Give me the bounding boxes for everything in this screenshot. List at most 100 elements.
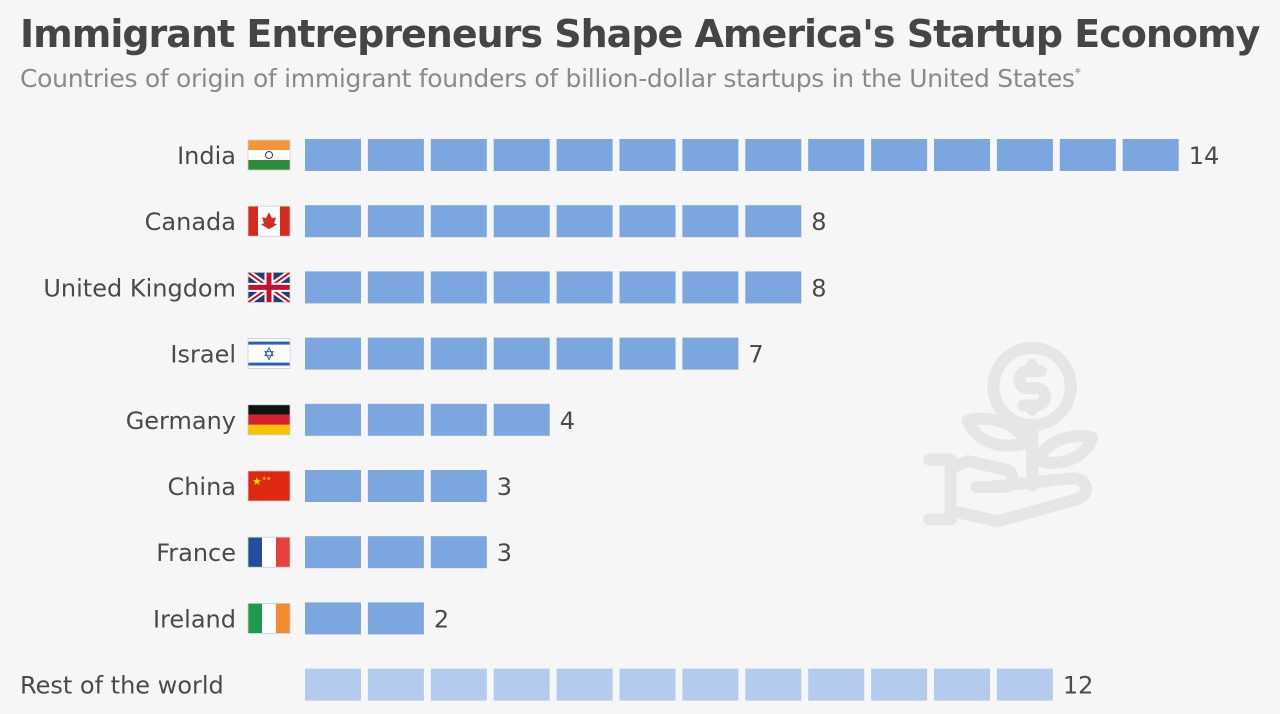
bar-block bbox=[493, 205, 550, 238]
bar-block bbox=[556, 139, 613, 171]
bar-block bbox=[996, 668, 1053, 701]
bar-block bbox=[305, 337, 361, 370]
category-label: Israel bbox=[170, 341, 236, 369]
bar-block bbox=[808, 668, 865, 701]
bar-block bbox=[430, 668, 487, 701]
bar-block bbox=[808, 139, 865, 171]
bar-block bbox=[619, 337, 676, 370]
category-label: Canada bbox=[145, 208, 236, 236]
bar-block bbox=[430, 271, 487, 304]
value-label: 4 bbox=[560, 407, 575, 435]
bar-block bbox=[682, 337, 739, 370]
value-label: 7 bbox=[748, 341, 763, 369]
bar-block bbox=[556, 205, 613, 238]
bar-block bbox=[305, 403, 361, 436]
bar-block bbox=[367, 536, 424, 569]
value-label: 2 bbox=[434, 605, 449, 633]
value-label: 14 bbox=[1189, 142, 1220, 170]
money-plant-hand-icon bbox=[923, 341, 1099, 528]
bar-block bbox=[430, 536, 487, 569]
footnote-mark: * bbox=[1074, 66, 1082, 82]
category-label: Rest of the world bbox=[20, 672, 224, 700]
chart-subtitle: Countries of origin of immigrant founder… bbox=[20, 64, 1081, 93]
bar-row-ireland: Ireland 2 bbox=[153, 602, 449, 635]
value-label: 3 bbox=[497, 473, 512, 501]
bar-block bbox=[367, 139, 424, 171]
france-flag-icon bbox=[247, 536, 291, 568]
bar-block bbox=[430, 470, 487, 502]
bar-row-canada: Canada 8 bbox=[145, 205, 827, 238]
chart-title: Immigrant Entrepreneurs Shape America's … bbox=[20, 12, 1260, 56]
value-label: 3 bbox=[497, 539, 512, 567]
israel-flag-icon bbox=[247, 338, 291, 370]
value-label: 8 bbox=[811, 208, 826, 236]
canada-flag-icon bbox=[247, 205, 291, 237]
value-label: 12 bbox=[1063, 672, 1094, 700]
category-label: Germany bbox=[126, 407, 236, 435]
bar-block bbox=[682, 139, 739, 171]
bar-block bbox=[367, 668, 424, 701]
united-kingdom-flag-icon bbox=[246, 269, 292, 305]
bar-row-france: France 3 bbox=[156, 536, 512, 569]
bar-block bbox=[367, 602, 424, 635]
category-label: China bbox=[167, 473, 236, 501]
bar-block bbox=[871, 668, 928, 701]
bar-block bbox=[305, 139, 361, 171]
bar-block bbox=[934, 139, 990, 171]
bar-block bbox=[367, 403, 424, 436]
india-flag-icon bbox=[247, 139, 291, 171]
bar-block bbox=[305, 470, 361, 502]
svg-text:★★: ★★ bbox=[262, 476, 271, 482]
bar-row-china: China ★ ★★ 3 bbox=[167, 470, 512, 502]
bar-block bbox=[619, 205, 676, 238]
bar-block bbox=[367, 271, 424, 304]
bar-block bbox=[493, 139, 550, 171]
germany-flag-icon bbox=[247, 404, 291, 436]
bar-block bbox=[305, 668, 361, 701]
bar-block bbox=[871, 139, 928, 171]
bar-row-israel: Israel 7 bbox=[170, 337, 764, 370]
bar-block bbox=[1122, 139, 1179, 171]
category-label: France bbox=[156, 539, 236, 567]
category-label: United Kingdom bbox=[43, 274, 236, 302]
value-label: 8 bbox=[811, 274, 826, 302]
bar-block bbox=[305, 205, 361, 238]
bar-block bbox=[682, 205, 739, 238]
bar-block bbox=[619, 668, 676, 701]
bar-block bbox=[430, 403, 487, 436]
bar-block bbox=[556, 668, 613, 701]
bar-block bbox=[493, 403, 550, 436]
bar-block bbox=[934, 668, 990, 701]
bar-block bbox=[493, 271, 550, 304]
category-label: India bbox=[177, 142, 236, 170]
bar-block bbox=[745, 668, 802, 701]
bar-block bbox=[305, 602, 361, 635]
bar-block bbox=[367, 337, 424, 370]
bar-block bbox=[745, 139, 802, 171]
bar-block bbox=[996, 139, 1053, 171]
subtitle-text: Countries of origin of immigrant founder… bbox=[20, 64, 1075, 93]
bar-block bbox=[682, 271, 739, 304]
bar-block bbox=[430, 139, 487, 171]
bar-block bbox=[556, 271, 613, 304]
bar-block bbox=[745, 205, 802, 238]
category-label: Ireland bbox=[153, 605, 236, 633]
bar-block bbox=[493, 668, 550, 701]
bar-block bbox=[305, 271, 361, 304]
bar-block bbox=[367, 205, 424, 238]
bar-block bbox=[430, 205, 487, 238]
bar-row-united-kingdom: United Kingdom 8 bbox=[43, 269, 827, 305]
bar-block bbox=[619, 139, 676, 171]
bar-block bbox=[1059, 139, 1116, 171]
bar-block bbox=[493, 337, 550, 370]
bar-block bbox=[367, 470, 424, 502]
bar-block bbox=[619, 271, 676, 304]
bar-row-rest-of-the-world: Rest of the world 12 bbox=[20, 668, 1094, 701]
bar-row-india: India 14 bbox=[177, 139, 1219, 171]
bar-block bbox=[682, 668, 739, 701]
ireland-flag-icon bbox=[247, 603, 291, 634]
bar-row-germany: Germany 4 bbox=[126, 403, 575, 436]
svg-text:★: ★ bbox=[252, 475, 262, 488]
china-flag-icon: ★ ★★ bbox=[247, 470, 291, 502]
